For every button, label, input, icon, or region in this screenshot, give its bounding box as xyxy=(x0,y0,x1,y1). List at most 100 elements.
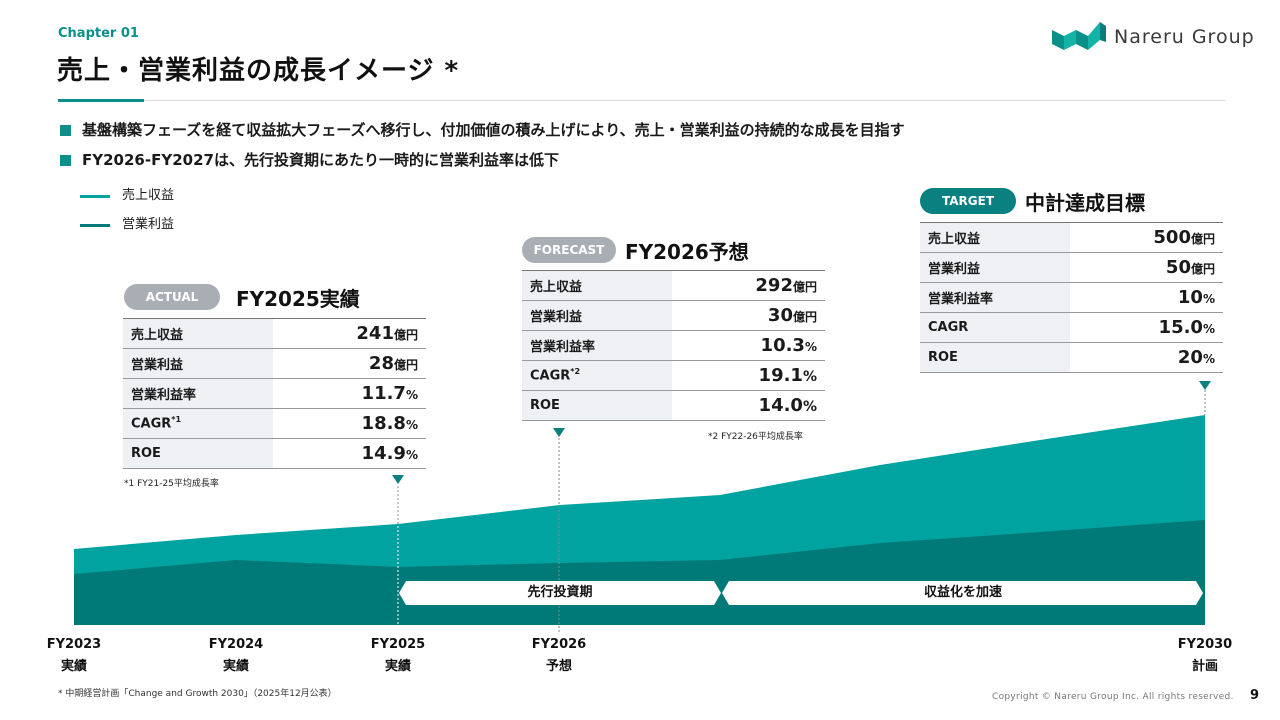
actual-metrics-table: 売上収益 241億円 営業利益 28億円 営業利益率 11.7% CAGR*1 18.8… xyxy=(123,318,426,469)
metric-label: 売上収益 xyxy=(123,318,273,349)
value-unit: 億円 xyxy=(1190,232,1215,246)
metric-value: 28億円 xyxy=(273,348,426,379)
value-number: 15.0 xyxy=(1158,317,1203,338)
table-row: 営業利益 50億円 xyxy=(920,252,1223,283)
metric-value: 10% xyxy=(1070,282,1223,313)
period-acceleration-label: 収益化を加速 xyxy=(923,585,1002,600)
value-number: 20 xyxy=(1177,347,1203,368)
copyright-text: Copyright © Nareru Group Inc. All rights… xyxy=(992,692,1234,702)
metric-value: 241億円 xyxy=(273,318,426,349)
metric-value: 15.0% xyxy=(1070,312,1223,343)
metric-label-text: CAGR xyxy=(530,368,571,384)
x-label-year: FY2025 xyxy=(370,637,426,652)
value-number: 10 xyxy=(1177,287,1203,308)
metric-label: 売上収益 xyxy=(920,222,1070,253)
legend-item-revenue: 売上収益 xyxy=(80,186,174,215)
table-row: CAGR*1 18.8% xyxy=(123,408,426,439)
metric-label: 営業利益 xyxy=(522,300,672,331)
x-label-fy2025: FY2025 実績 xyxy=(358,634,438,678)
metric-label: 営業利益率 xyxy=(920,282,1070,313)
metric-value: 18.8% xyxy=(273,408,426,439)
page-number: 9 xyxy=(1250,688,1260,703)
metric-value: 14.9% xyxy=(273,438,426,469)
actual-footnote: *1 FY21-25平均成長率 xyxy=(124,479,219,489)
x-label-kind: 予想 xyxy=(545,659,572,674)
metric-value: 10.3% xyxy=(672,330,825,361)
value-unit: 億円 xyxy=(393,358,418,372)
table-row: 売上収益 241億円 xyxy=(123,318,426,349)
metric-label: ROE xyxy=(123,438,273,469)
value-unit: % xyxy=(405,388,418,402)
metric-label: CAGR xyxy=(920,312,1070,343)
bullet-square-icon xyxy=(60,125,71,136)
value-number: 30 xyxy=(767,305,793,326)
metric-value: 11.7% xyxy=(273,378,426,409)
plan-footnote: * 中期経営計画「Change and Growth 2030」（2025年12… xyxy=(58,689,337,699)
metric-label: 営業利益率 xyxy=(522,330,672,361)
forecast-metrics-table: 売上収益 292億円 営業利益 30億円 営業利益率 10.3% CAGR*2 19.1… xyxy=(522,270,825,421)
table-row: ROE 20% xyxy=(920,342,1223,373)
x-label-fy2026: FY2026 予想 xyxy=(519,634,599,678)
company-logo: Nareru Group xyxy=(1050,18,1260,58)
forecast-footnote: *2 FY22-26平均成長率 xyxy=(708,432,803,442)
value-unit: 億円 xyxy=(792,310,817,324)
metric-label: 営業利益 xyxy=(920,252,1070,283)
target-metrics-table: 売上収益 500億円 営業利益 50億円 営業利益率 10% CAGR 15.0% RO… xyxy=(920,222,1223,373)
legend-swatch xyxy=(80,224,110,227)
table-row: 営業利益率 11.7% xyxy=(123,378,426,409)
x-label-kind: 実績 xyxy=(222,659,249,674)
metric-label: 営業利益 xyxy=(123,348,273,379)
value-unit: 億円 xyxy=(1190,262,1215,276)
metric-value: 30億円 xyxy=(672,300,825,331)
legend-label: 売上収益 xyxy=(122,188,175,203)
forecast-badge: FORECAST xyxy=(522,237,616,263)
value-unit: 億円 xyxy=(393,328,418,342)
fy2030-marker-icon xyxy=(1199,381,1211,390)
x-label-year: FY2024 xyxy=(208,637,264,652)
fy2025-marker-icon xyxy=(392,475,404,484)
legend-item-profit: 営業利益 xyxy=(80,215,174,244)
legend-label: 営業利益 xyxy=(122,217,175,232)
bullet-item: FY2026-FY2027は、先行投資期にあたり一時的に営業利益率は低下 xyxy=(60,148,905,178)
chart-legend: 売上収益 営業利益 xyxy=(80,186,174,244)
value-number: 11.7 xyxy=(361,383,406,404)
metric-value: 500億円 xyxy=(1070,222,1223,253)
table-row: 売上収益 292億円 xyxy=(522,270,825,301)
table-row: ROE 14.0% xyxy=(522,390,825,421)
metric-label: 売上収益 xyxy=(522,270,672,301)
actual-box-title: FY2025実績 xyxy=(236,287,360,311)
bullet-text: FY2026-FY2027は、先行投資期にあたり一時的に営業利益率は低下 xyxy=(82,151,559,169)
x-label-fy2030: FY2030 計画 xyxy=(1165,634,1245,678)
table-row: ROE 14.9% xyxy=(123,438,426,469)
metric-label: 営業利益率 xyxy=(123,378,273,409)
metric-label: ROE xyxy=(522,390,672,421)
bullet-square-icon xyxy=(60,155,71,166)
value-number: 28 xyxy=(368,353,394,374)
title-divider xyxy=(144,100,1226,101)
metric-value: 50億円 xyxy=(1070,252,1223,283)
footnote-ref: *1 xyxy=(171,415,182,425)
target-badge: TARGET xyxy=(920,188,1016,214)
metric-value: 20% xyxy=(1070,342,1223,373)
forecast-box-title: FY2026予想 xyxy=(625,240,749,264)
period-investment-label: 先行投資期 xyxy=(527,585,593,600)
value-unit: % xyxy=(804,340,817,354)
logo-text: Nareru Group xyxy=(1114,26,1255,48)
x-label-fy2023: FY2023 実績 xyxy=(34,634,114,678)
x-label-year: FY2026 xyxy=(531,637,587,652)
table-row: 売上収益 500億円 xyxy=(920,222,1223,253)
x-label-kind: 実績 xyxy=(60,659,87,674)
logo-mark-icon xyxy=(1052,22,1106,50)
metric-label: CAGR*2 xyxy=(522,360,672,391)
metric-label: CAGR*1 xyxy=(123,408,273,439)
value-unit: % xyxy=(405,418,418,432)
x-label-year: FY2023 xyxy=(46,637,102,652)
title-accent-bar xyxy=(58,99,144,102)
value-unit: % xyxy=(1202,292,1215,306)
target-box-title: 中計達成目標 xyxy=(1025,191,1145,215)
table-row: 営業利益率 10% xyxy=(920,282,1223,313)
table-row: CAGR*2 19.1% xyxy=(522,360,825,391)
value-unit: % xyxy=(1202,322,1215,336)
acceleration-period-arrow xyxy=(722,581,1203,605)
